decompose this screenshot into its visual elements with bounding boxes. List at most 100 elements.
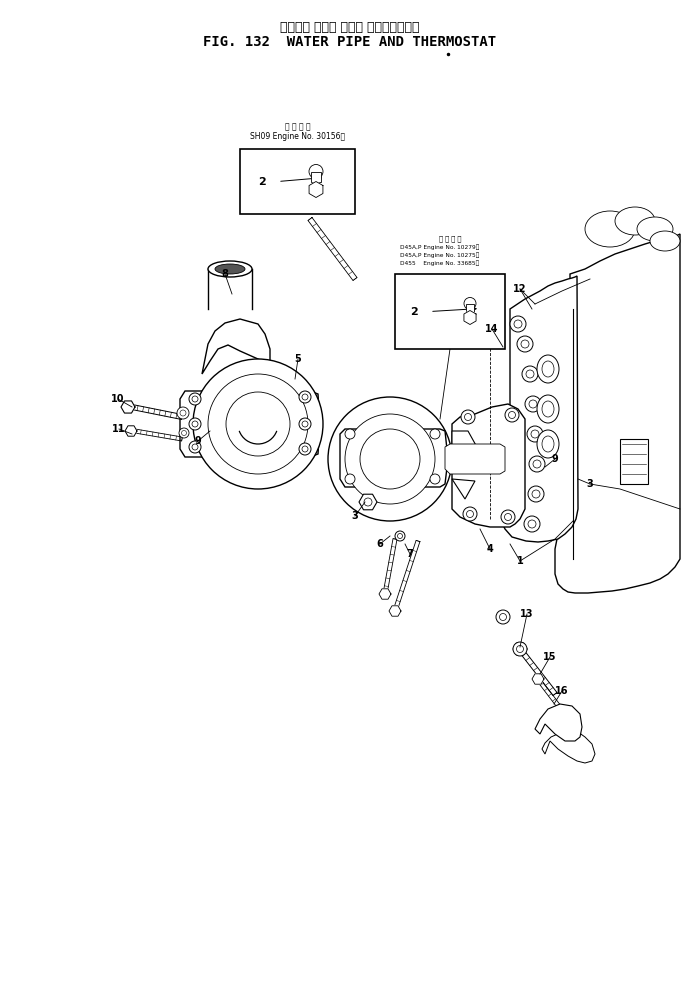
Ellipse shape (637, 217, 673, 241)
Text: FIG. 132  WATER PIPE AND THERMOSTAT: FIG. 132 WATER PIPE AND THERMOSTAT (204, 35, 496, 49)
Circle shape (189, 441, 201, 453)
Circle shape (193, 359, 323, 489)
Text: 13: 13 (520, 609, 533, 619)
Polygon shape (555, 234, 680, 593)
Bar (311, 171, 321, 182)
Circle shape (513, 642, 527, 656)
Circle shape (532, 490, 540, 498)
Bar (466, 304, 474, 312)
Ellipse shape (208, 261, 252, 277)
Text: 5: 5 (295, 354, 302, 364)
Circle shape (364, 498, 372, 506)
Polygon shape (452, 404, 525, 527)
Polygon shape (452, 431, 478, 449)
Circle shape (496, 610, 510, 624)
Circle shape (309, 164, 323, 178)
Circle shape (328, 397, 452, 521)
Text: 12: 12 (513, 284, 526, 294)
Circle shape (522, 366, 538, 382)
Circle shape (226, 392, 290, 456)
Text: 3: 3 (351, 511, 358, 521)
Circle shape (302, 394, 308, 400)
Polygon shape (518, 648, 557, 695)
Circle shape (529, 456, 545, 472)
Circle shape (299, 391, 311, 403)
Polygon shape (464, 311, 476, 324)
Polygon shape (134, 429, 182, 441)
Circle shape (528, 520, 536, 528)
Text: SH09 Engine No. 30156～: SH09 Engine No. 30156～ (250, 132, 345, 141)
Circle shape (533, 460, 541, 468)
Text: 11: 11 (112, 424, 126, 434)
Circle shape (526, 370, 534, 378)
Polygon shape (121, 401, 135, 413)
Circle shape (514, 320, 522, 328)
Circle shape (465, 413, 472, 420)
Ellipse shape (615, 207, 655, 235)
Text: 15: 15 (543, 652, 556, 662)
Text: 6: 6 (377, 539, 384, 549)
Circle shape (461, 410, 475, 424)
Text: 9: 9 (195, 436, 202, 446)
Text: D45A,P Engine No. 10275～: D45A,P Engine No. 10275～ (400, 252, 480, 258)
Polygon shape (532, 674, 544, 684)
Text: 10: 10 (111, 394, 125, 404)
Circle shape (345, 429, 355, 439)
Circle shape (192, 396, 198, 402)
Circle shape (302, 421, 308, 427)
Circle shape (531, 430, 539, 438)
Polygon shape (389, 606, 401, 616)
Circle shape (508, 411, 515, 418)
Circle shape (510, 316, 526, 332)
Text: 4: 4 (486, 544, 493, 554)
Circle shape (192, 444, 198, 450)
Circle shape (345, 414, 435, 504)
Circle shape (360, 429, 420, 489)
Polygon shape (536, 677, 572, 722)
Polygon shape (309, 182, 323, 198)
Circle shape (505, 513, 512, 520)
Polygon shape (445, 444, 505, 474)
Polygon shape (452, 479, 475, 499)
Polygon shape (308, 218, 357, 281)
Circle shape (189, 418, 201, 430)
Ellipse shape (542, 436, 554, 452)
Text: 9: 9 (552, 454, 559, 464)
Polygon shape (359, 494, 377, 509)
Circle shape (517, 336, 533, 352)
Circle shape (525, 396, 541, 412)
Circle shape (181, 430, 186, 435)
Circle shape (192, 421, 198, 427)
Polygon shape (513, 643, 527, 655)
Polygon shape (535, 704, 582, 741)
Bar (395, 274, 505, 349)
Ellipse shape (650, 231, 680, 251)
Ellipse shape (537, 395, 559, 423)
Circle shape (528, 486, 544, 502)
Circle shape (302, 446, 308, 452)
Circle shape (398, 533, 402, 538)
Circle shape (527, 426, 543, 442)
Circle shape (208, 374, 308, 474)
Polygon shape (180, 391, 320, 457)
Circle shape (179, 428, 189, 438)
Circle shape (521, 340, 529, 348)
Polygon shape (125, 426, 137, 436)
Polygon shape (202, 319, 270, 374)
Ellipse shape (542, 401, 554, 417)
Text: D455    Engine No. 33685～: D455 Engine No. 33685～ (400, 260, 479, 266)
Polygon shape (620, 439, 648, 484)
Polygon shape (498, 276, 578, 542)
Text: 14: 14 (485, 324, 498, 334)
Ellipse shape (542, 361, 554, 377)
Circle shape (463, 507, 477, 521)
Circle shape (517, 646, 524, 653)
Text: ウォータ パイプ および サーモスタット: ウォータ パイプ および サーモスタット (280, 21, 420, 34)
Circle shape (299, 418, 311, 430)
Text: 3: 3 (587, 479, 594, 489)
Text: D45A,P Engine No. 10279～: D45A,P Engine No. 10279～ (400, 244, 480, 250)
Circle shape (529, 400, 537, 408)
Circle shape (524, 516, 540, 532)
Circle shape (430, 429, 440, 439)
Polygon shape (379, 588, 391, 599)
